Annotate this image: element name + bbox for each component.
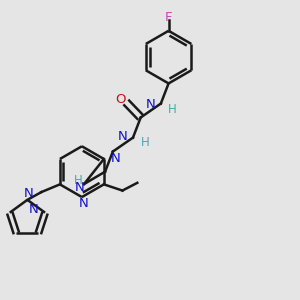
Text: N: N	[29, 203, 39, 216]
Text: O: O	[115, 93, 125, 106]
Text: N: N	[24, 187, 34, 200]
Text: N: N	[146, 98, 155, 111]
Text: N: N	[118, 130, 128, 143]
Text: H: H	[141, 136, 149, 149]
Text: N: N	[74, 181, 84, 194]
Text: F: F	[165, 11, 172, 24]
Text: H: H	[74, 175, 83, 188]
Text: N: N	[79, 197, 88, 210]
Text: N: N	[111, 152, 120, 165]
Text: H: H	[168, 103, 176, 116]
